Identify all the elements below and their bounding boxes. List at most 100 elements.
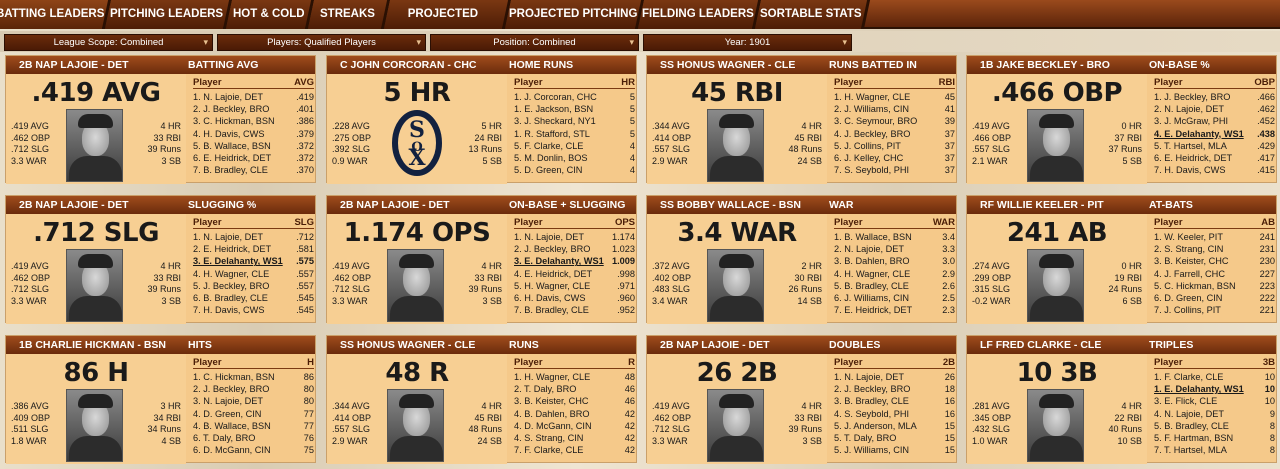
- tab-streaks[interactable]: STREAKS: [307, 0, 391, 29]
- leader-card-batting-avg[interactable]: 2B NAP LAJOIE - DET BATTING AVG .419 AVG .4…: [5, 55, 316, 184]
- table-row[interactable]: 3. B. Dahlen, BRO 3.0: [834, 255, 955, 267]
- leader-player-name[interactable]: 2B NAP LAJOIE - DET: [19, 199, 129, 211]
- players-select[interactable]: Players: Qualified Players ▾: [217, 34, 426, 51]
- table-row[interactable]: 6. J. Williams, CIN 2.5: [834, 292, 955, 304]
- table-row[interactable]: 6. E. Heidrick, DET .417: [1154, 152, 1275, 164]
- table-row[interactable]: 6. E. Heidrick, DET .372: [193, 152, 314, 164]
- leader-card-hits[interactable]: 1B CHARLIE HICKMAN - BSN HITS 86 H .386 AVG…: [5, 335, 316, 464]
- table-row[interactable]: 5. J. Anderson, MLA 15: [834, 420, 955, 432]
- table-row[interactable]: 2. T. Daly, BRO 46: [514, 383, 635, 395]
- table-row[interactable]: 3. J. Sheckard, NY1 5: [514, 115, 635, 127]
- table-row[interactable]: 5. C. Hickman, BSN 223: [1154, 280, 1275, 292]
- table-row[interactable]: 7. H. Davis, CWS .545: [193, 304, 314, 316]
- tab-batting-leaders[interactable]: BATTING LEADERS: [0, 0, 112, 29]
- player-photo[interactable]: [707, 109, 764, 182]
- league-scope-select[interactable]: League Scope: Combined ▾: [4, 34, 213, 51]
- table-row[interactable]: 3. E. Flick, CLE 10: [1154, 395, 1275, 407]
- table-row[interactable]: 7. J. Collins, PIT 221: [1154, 304, 1275, 316]
- table-row[interactable]: 3. E. Delahanty, WS1 .575: [193, 255, 314, 267]
- leader-card-doubles[interactable]: 2B NAP LAJOIE - DET DOUBLES 26 2B .419 AVG.…: [646, 335, 957, 464]
- table-row[interactable]: 2. J. Beckley, BRO 1.023: [514, 243, 635, 255]
- tab-hot-cold[interactable]: HOT & COLD: [225, 0, 315, 29]
- table-row[interactable]: 5. T. Daly, BRO 15: [834, 432, 955, 444]
- table-row[interactable]: 7. B. Bradley, CLE .370: [193, 164, 314, 176]
- table-row[interactable]: 3. N. Lajoie, DET 80: [193, 395, 314, 407]
- player-photo[interactable]: [707, 389, 764, 462]
- table-row[interactable]: 2. S. Strang, CIN 231: [1154, 243, 1275, 255]
- table-row[interactable]: 5. B. Bradley, CLE 8: [1154, 420, 1275, 432]
- table-row[interactable]: 4. S. Seybold, PHI 16: [834, 408, 955, 420]
- leader-player-name[interactable]: 2B NAP LAJOIE - DET: [340, 199, 450, 211]
- table-row[interactable]: 1. W. Keeler, PIT 241: [1154, 231, 1275, 243]
- leader-player-name[interactable]: SS BOBBY WALLACE - BSN: [660, 199, 801, 211]
- table-row[interactable]: 4. J. Farrell, CHC 227: [1154, 268, 1275, 280]
- leader-player-name[interactable]: RF WILLIE KEELER - PIT: [980, 199, 1104, 211]
- table-row[interactable]: 3. E. Delahanty, WS1 1.009: [514, 255, 635, 267]
- table-row[interactable]: 6. D. Green, CIN 222: [1154, 292, 1275, 304]
- table-row[interactable]: 4. H. Wagner, CLE 2.9: [834, 268, 955, 280]
- table-row[interactable]: 7. H. Davis, CWS .415: [1154, 164, 1275, 176]
- table-row[interactable]: 5. T. Hartsel, MLA .429: [1154, 140, 1275, 152]
- table-row[interactable]: 1. H. Wagner, CLE 48: [514, 371, 635, 383]
- player-photo[interactable]: [707, 249, 764, 322]
- table-row[interactable]: 1. N. Lajoie, DET 1.174: [514, 231, 635, 243]
- table-row[interactable]: 4. E. Delahanty, WS1 .438: [1154, 128, 1275, 140]
- table-row[interactable]: 1. J. Corcoran, CHC 5: [514, 91, 635, 103]
- leader-player-name[interactable]: 1B JAKE BECKLEY - BRO: [980, 59, 1110, 71]
- leader-player-name[interactable]: SS HONUS WAGNER - CLE: [340, 339, 476, 351]
- table-row[interactable]: 5. J. Williams, CIN 15: [834, 444, 955, 456]
- table-row[interactable]: 3. C. Hickman, BSN .386: [193, 115, 314, 127]
- table-row[interactable]: 1. E. Delahanty, WS1 10: [1154, 383, 1275, 395]
- table-row[interactable]: 4. S. Strang, CIN 42: [514, 432, 635, 444]
- table-row[interactable]: 1. N. Lajoie, DET .712: [193, 231, 314, 243]
- table-row[interactable]: 2. N. Lajoie, DET .462: [1154, 103, 1275, 115]
- leader-player-name[interactable]: 1B CHARLIE HICKMAN - BSN: [19, 339, 166, 351]
- table-row[interactable]: 7. S. Seybold, PHI 37: [834, 164, 955, 176]
- table-row[interactable]: 4. B. Wallace, BSN 77: [193, 420, 314, 432]
- table-row[interactable]: 4. B. Dahlen, BRO 42: [514, 408, 635, 420]
- year-select[interactable]: Year: 1901 ▾: [643, 34, 852, 51]
- leader-card-triples[interactable]: LF FRED CLARKE - CLE TRIPLES 10 3B .281 AVG…: [966, 335, 1277, 464]
- table-row[interactable]: 6. T. Daly, BRO 76: [193, 432, 314, 444]
- leader-card-at-bats[interactable]: RF WILLIE KEELER - PIT AT-BATS 241 AB .274 …: [966, 195, 1277, 324]
- tab-pitching-leaders[interactable]: PITCHING LEADERS: [104, 0, 233, 29]
- table-row[interactable]: 5. M. Donlin, BOS 4: [514, 152, 635, 164]
- table-row[interactable]: 2. N. Lajoie, DET 3.3: [834, 243, 955, 255]
- player-photo[interactable]: [66, 249, 123, 322]
- position-select[interactable]: Position: Combined ▾: [430, 34, 639, 51]
- table-row[interactable]: 2. J. Williams, CIN 41: [834, 103, 955, 115]
- leader-player-name[interactable]: SS HONUS WAGNER - CLE: [660, 59, 796, 71]
- leader-card-obp[interactable]: 1B JAKE BECKLEY - BRO ON-BASE % .466 OBP .4…: [966, 55, 1277, 184]
- tab-projected-batting[interactable]: PROJECTED BATTING: [383, 0, 512, 49]
- table-row[interactable]: 6. B. Bradley, CLE .545: [193, 292, 314, 304]
- table-row[interactable]: 2. E. Heidrick, DET .581: [193, 243, 314, 255]
- table-row[interactable]: 4. H. Davis, CWS .379: [193, 128, 314, 140]
- table-row[interactable]: 1. C. Hickman, BSN 86: [193, 371, 314, 383]
- player-photo[interactable]: [66, 109, 123, 182]
- table-row[interactable]: 4. E. Heidrick, DET .998: [514, 268, 635, 280]
- table-row[interactable]: 6. J. Kelley, CHC 37: [834, 152, 955, 164]
- leader-player-name[interactable]: 2B NAP LAJOIE - DET: [19, 59, 129, 71]
- table-row[interactable]: 7. B. Bradley, CLE .952: [514, 304, 635, 316]
- table-row[interactable]: 7. E. Heidrick, DET 2.3: [834, 304, 955, 316]
- table-row[interactable]: 1. H. Wagner, CLE 45: [834, 91, 955, 103]
- table-row[interactable]: 2. J. Beckley, BRO 18: [834, 383, 955, 395]
- table-row[interactable]: 4. J. Beckley, BRO 37: [834, 128, 955, 140]
- leader-player-name[interactable]: C JOHN CORCORAN - CHC: [340, 59, 477, 71]
- table-row[interactable]: 1. E. Jackson, BSN 5: [514, 103, 635, 115]
- leader-player-name[interactable]: 2B NAP LAJOIE - DET: [660, 339, 770, 351]
- table-row[interactable]: 5. F. Clarke, CLE 4: [514, 140, 635, 152]
- table-row[interactable]: 1. F. Clarke, CLE 10: [1154, 371, 1275, 383]
- table-row[interactable]: 5. B. Bradley, CLE 2.6: [834, 280, 955, 292]
- table-row[interactable]: 1. N. Lajoie, DET .419: [193, 91, 314, 103]
- leader-card-war[interactable]: SS BOBBY WALLACE - BSN WAR 3.4 WAR .372 AVG…: [646, 195, 957, 324]
- player-photo[interactable]: [1027, 109, 1084, 182]
- table-row[interactable]: 4. N. Lajoie, DET 9: [1154, 408, 1275, 420]
- leader-card-runs[interactable]: SS HONUS WAGNER - CLE RUNS 48 R .344 AVG .41…: [326, 335, 637, 464]
- player-photo[interactable]: [66, 389, 123, 462]
- table-row[interactable]: 1. R. Stafford, STL 5: [514, 128, 635, 140]
- leader-card-slugging[interactable]: 2B NAP LAJOIE - DET SLUGGING % .712 SLG .41…: [5, 195, 316, 324]
- table-row[interactable]: 2. J. Beckley, BRO .401: [193, 103, 314, 115]
- table-row[interactable]: 3. B. Bradley, CLE 16: [834, 395, 955, 407]
- table-row[interactable]: 7. T. Hartsel, MLA 8: [1154, 444, 1275, 456]
